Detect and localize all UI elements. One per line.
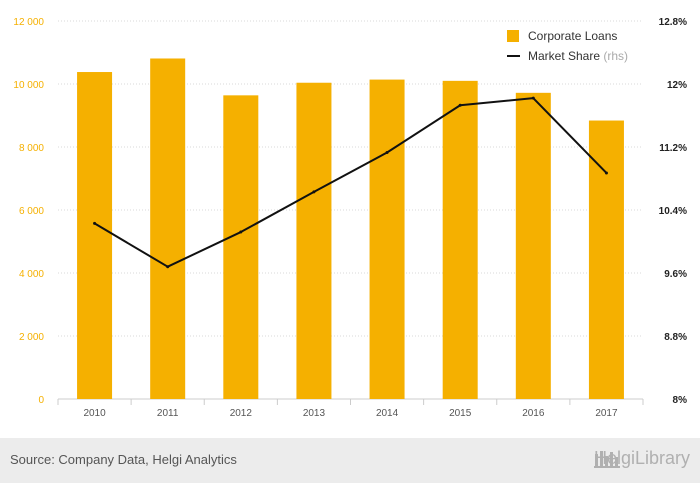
category-label: 2010 <box>83 408 106 419</box>
legend-label: Market Share (rhs) <box>528 49 628 63</box>
market-share-point-2016[interactable] <box>531 96 535 100</box>
right-tick-label: 8.8% <box>664 332 687 343</box>
brand-name: HelgiLibrary <box>593 448 690 468</box>
category-label: 2016 <box>522 408 545 419</box>
right-tick-label: 9.6% <box>664 269 687 280</box>
market-share-point-2011[interactable] <box>166 265 170 269</box>
bar-2010[interactable] <box>77 72 113 399</box>
right-tick-label: 12.8% <box>659 17 687 28</box>
category-label: 2017 <box>595 408 618 419</box>
library-icon <box>593 451 620 468</box>
market-share-point-2010[interactable] <box>93 221 97 225</box>
legend-suffix: (rhs) <box>600 49 628 63</box>
bar-2016[interactable] <box>515 92 551 399</box>
category-label: 2012 <box>230 408 253 419</box>
category-label: 2011 <box>157 408 179 419</box>
right-tick-label: 11.2% <box>659 143 687 154</box>
bar-2017[interactable] <box>588 120 624 399</box>
market-share-point-2013[interactable] <box>312 190 316 194</box>
legend-label: Corporate Loans <box>528 29 617 43</box>
left-tick-label: 2 000 <box>19 332 44 343</box>
bar-2013[interactable] <box>296 82 332 400</box>
market-share-point-2014[interactable] <box>385 151 389 155</box>
brand-logo[interactable]: HelgiLibrary <box>593 448 690 469</box>
combo-chart: 0 2 000 4 000 6 000 8 000 10 000 12 000 8% 8.8% 9… <box>13 17 688 419</box>
right-tick-label: 10.4% <box>659 206 687 217</box>
left-tick-label: 6 000 <box>19 206 44 217</box>
category-label: 2015 <box>449 408 472 419</box>
market-share-point-2012[interactable] <box>239 230 243 234</box>
bar-2015[interactable] <box>442 80 478 399</box>
legend-swatch-corporate-loans <box>507 30 519 42</box>
left-tick-label: 10 000 <box>13 80 44 91</box>
left-tick-label: 4 000 <box>19 269 44 280</box>
bar-2014[interactable] <box>369 79 405 399</box>
right-tick-label: 12% <box>667 80 687 91</box>
bar-2012[interactable] <box>223 95 259 399</box>
market-share-line[interactable] <box>94 97 608 268</box>
category-label: 2013 <box>303 408 326 419</box>
left-tick-label: 0 <box>38 395 44 406</box>
market-share-point-2015[interactable] <box>458 103 462 107</box>
left-tick-label: 12 000 <box>13 17 44 28</box>
category-label: 2014 <box>376 408 399 419</box>
left-tick-label: 8 000 <box>19 143 44 154</box>
market-share-point-2017[interactable] <box>604 171 608 175</box>
bar-2011[interactable] <box>150 58 186 400</box>
source-note: Source: Company Data, Helgi Analytics <box>10 452 237 467</box>
chart-footer: Source: Company Data, Helgi Analytics He… <box>0 438 700 483</box>
right-tick-label: 8% <box>673 395 688 406</box>
